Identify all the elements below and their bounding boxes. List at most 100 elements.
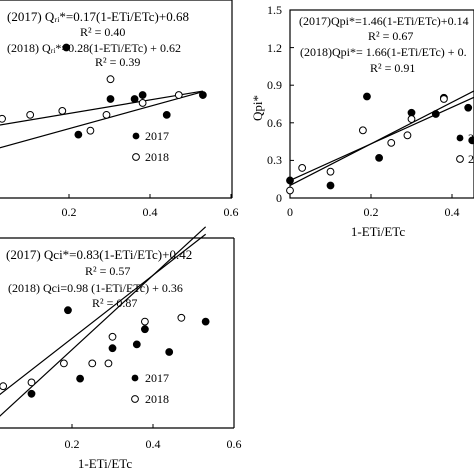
qpi-ytick-label: 0.9 bbox=[267, 78, 282, 92]
qpi-r2-2017: R² = 0.67 bbox=[368, 29, 413, 43]
panel-qci: 0.2 0.4 0.6 1-ETi/ETc (2017) Qci*=0.83(1… bbox=[0, 226, 242, 471]
panel-qpi: 0 0.3 0.6 0.9 1.2 1.5 0 0.2 0.4 1-ETi/ET… bbox=[250, 3, 474, 239]
qri-point-2017 bbox=[74, 130, 83, 139]
qpi-point-2018 bbox=[359, 126, 367, 135]
qri-point-2017 bbox=[198, 91, 207, 99]
qpi-point-2017 bbox=[286, 176, 294, 185]
qci-xtick-label: 0.4 bbox=[146, 437, 161, 451]
qpi-ytick-label: 0 bbox=[276, 191, 282, 205]
qri-point-2018 bbox=[174, 91, 183, 99]
qci-point-2017 bbox=[165, 348, 174, 356]
qri-r2-2017: R² = 0.40 bbox=[80, 25, 125, 39]
qpi-legend-marker-2018 bbox=[456, 155, 464, 163]
qri-point-2018 bbox=[26, 110, 35, 119]
qpi-legend-marker-2017 bbox=[456, 134, 464, 142]
qpi-xtick-label: 0.4 bbox=[445, 205, 460, 219]
qpi-fit-line-2017 bbox=[289, 96, 474, 182]
qri-plot-area bbox=[0, 43, 207, 149]
qri-point-2018 bbox=[86, 126, 95, 135]
qri-legend-marker-2018 bbox=[132, 153, 140, 161]
panel-qri: 0.2 0.4 0.6 (2017) Qᵣᵢ*=0.17(1-ETi/ETc)+… bbox=[0, 0, 239, 219]
qci-point-2017 bbox=[141, 325, 149, 334]
qpi-legend-label-2018: 2018 bbox=[468, 152, 474, 166]
qri-point-2018 bbox=[106, 75, 115, 84]
qci-r2-2017: R² = 0.57 bbox=[85, 264, 130, 278]
qci-point-2018 bbox=[177, 313, 186, 322]
qri-point-2017 bbox=[106, 95, 115, 103]
qpi-r2-2018: R² = 0.91 bbox=[370, 61, 415, 75]
qci-point-2018 bbox=[141, 317, 149, 326]
qri-r2-2018: R² = 0.39 bbox=[95, 55, 140, 69]
qpi-y-axis-label: Qpi* bbox=[250, 95, 265, 121]
qci-point-2017 bbox=[64, 306, 72, 315]
qci-legend-marker-2017 bbox=[131, 374, 139, 382]
qci-point-2017 bbox=[108, 344, 117, 353]
qci-point-2018 bbox=[60, 359, 68, 368]
qci-x-axis-label: 1-ETi/ETc bbox=[78, 456, 132, 471]
qri-point-2018 bbox=[138, 99, 147, 107]
qpi-plot-frame bbox=[289, 9, 474, 199]
qri-point-2017 bbox=[162, 110, 171, 119]
qci-fit-line-2017 bbox=[0, 233, 207, 396]
qpi-point-2017 bbox=[326, 181, 335, 190]
qpi-point-2018 bbox=[403, 131, 412, 140]
qpi-eq-2018: (2018)Qpi*= 1.66(1-ETi/ETc) + 0. bbox=[300, 45, 467, 59]
qri-xtick-label: 0.2 bbox=[62, 205, 77, 219]
qci-point-2017 bbox=[27, 389, 36, 398]
qpi-point-2018 bbox=[387, 138, 396, 147]
qci-point-2017 bbox=[132, 340, 141, 349]
qpi-point-2017 bbox=[468, 136, 474, 145]
qri-legend-label-2018: 2018 bbox=[145, 150, 169, 164]
qpi-point-2018 bbox=[326, 167, 335, 176]
qpi-xtick-label: 0 bbox=[287, 205, 293, 219]
qci-xtick-label: 0.2 bbox=[65, 437, 80, 451]
qci-point-2017 bbox=[76, 374, 84, 383]
qpi-ytick-label: 1.5 bbox=[267, 3, 282, 17]
qri-point-2018 bbox=[102, 110, 111, 119]
qci-eq-2018: (2018) Qci=0.98 (1-ETi/ETc) + 0.36 bbox=[8, 281, 183, 295]
qpi-plot-area bbox=[286, 90, 474, 195]
qpi-point-2017 bbox=[363, 92, 371, 101]
qci-point-2018 bbox=[27, 378, 36, 387]
qpi-ytick-label: 0.3 bbox=[267, 153, 282, 167]
qci-point-2018 bbox=[104, 359, 113, 368]
qci-legend-label-2017: 2017 bbox=[145, 371, 169, 385]
qri-legend-label-2017: 2017 bbox=[145, 129, 169, 143]
qci-r2-2018: R² = 0.87 bbox=[92, 296, 137, 310]
qri-point-2017 bbox=[138, 91, 147, 99]
qpi-ytick-label: 0.6 bbox=[267, 116, 282, 130]
qci-eq-2017: (2017) Qci*=0.83(1-ETi/ETc)+0.42 bbox=[6, 247, 192, 262]
qpi-point-2017 bbox=[464, 103, 473, 112]
qri-fit-line-2018 bbox=[0, 91, 204, 149]
qpi-ytick-label: 1.2 bbox=[267, 41, 282, 55]
qri-fit-line-2017 bbox=[0, 90, 203, 126]
qri-point-2017 bbox=[130, 95, 139, 103]
qci-point-2018 bbox=[0, 382, 8, 391]
qri-point-2017 bbox=[62, 43, 71, 52]
qci-point-2018 bbox=[88, 359, 97, 368]
qri-xtick-label: 0.4 bbox=[143, 205, 158, 219]
qci-legend-label-2018: 2018 bbox=[145, 392, 169, 406]
qpi-point-2018 bbox=[407, 115, 416, 123]
qpi-point-2018 bbox=[440, 95, 448, 103]
qri-point-2018 bbox=[58, 106, 67, 115]
qpi-point-2018 bbox=[286, 186, 294, 195]
qci-point-2017 bbox=[201, 317, 210, 326]
qri-point-2018 bbox=[0, 114, 6, 123]
qri-eq-2017: (2017) Qᵣᵢ*=0.17(1-ETi/ETc)+0.68 bbox=[7, 9, 189, 24]
qri-legend-marker-2017 bbox=[132, 132, 140, 140]
qpi-point-2017 bbox=[431, 110, 440, 118]
qci-fit-line-2018 bbox=[0, 226, 207, 417]
qci-xtick-label: 0.6 bbox=[227, 437, 242, 451]
qpi-x-axis-label: 1-ETi/ETc bbox=[351, 224, 405, 239]
qci-legend-marker-2018 bbox=[131, 395, 139, 403]
qci-point-2018 bbox=[108, 332, 117, 341]
qpi-point-2018 bbox=[298, 164, 307, 172]
qpi-xtick-label: 0.2 bbox=[364, 205, 379, 219]
qpi-point-2017 bbox=[375, 153, 384, 162]
qri-eq-2018: (2018) Qᵣᵢ*=0.28(1-ETi/ETc) + 0.62 bbox=[7, 41, 181, 55]
qpi-eq-2017: (2017)Qpi*=1.46(1-ETi/ETc)+0.14 bbox=[299, 14, 469, 28]
qri-xtick-label: 0.6 bbox=[224, 205, 239, 219]
qpi-fit-line-2018 bbox=[289, 90, 474, 187]
